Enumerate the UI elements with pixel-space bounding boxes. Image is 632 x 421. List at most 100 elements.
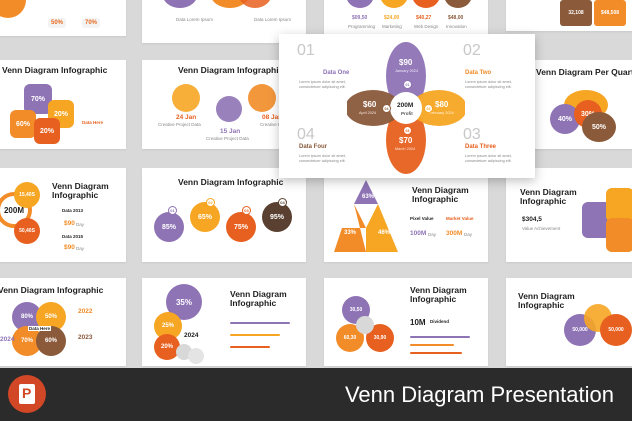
- orange-circle: [172, 84, 200, 112]
- slide-title: Venn Diagram Infographic: [178, 65, 284, 75]
- slide-thumb-r4-b[interactable]: 35% 25% 20% 2024 Venn Diagram Infographi…: [142, 278, 306, 366]
- year-label: 2022: [78, 308, 93, 315]
- section-number: 04: [297, 126, 315, 143]
- progress-line: [410, 344, 454, 346]
- top-value: $90: [399, 58, 413, 67]
- caption: Pixel Value: [410, 216, 434, 221]
- brown-circle: [444, 0, 472, 8]
- date-label: 24 Jan: [176, 114, 197, 121]
- connector-dot: 03: [403, 126, 412, 135]
- caption: Value Achievement: [522, 226, 561, 231]
- slide-title: Venn Diagram Infographic: [412, 185, 469, 205]
- progress-line: [230, 334, 280, 336]
- number-dot: 04: [278, 198, 287, 207]
- section-number: 02: [463, 42, 481, 59]
- orange-circle: [248, 84, 276, 112]
- year-label: 2023: [78, 334, 93, 341]
- section-number: 01: [297, 42, 315, 59]
- slide-thumb-r2-a[interactable]: Venn Diagram Infographic 70% 20% 60% 20%…: [0, 60, 126, 149]
- slide-title: Venn Diagram Infographic: [520, 187, 577, 207]
- purple-circle: 85%: [154, 212, 184, 242]
- value-pill: 50%: [48, 18, 67, 28]
- data-heading: Data Three: [465, 144, 497, 150]
- data-heading: Data Four: [299, 144, 328, 150]
- purple-hexagon: 70%: [24, 84, 52, 114]
- purple-circle: [216, 96, 242, 122]
- number-dot: 01: [168, 206, 177, 215]
- progress-line: [410, 352, 462, 354]
- orange-circle: 50,000: [600, 314, 632, 346]
- data-heading: Data One: [323, 70, 350, 76]
- number-dot: 02: [206, 198, 215, 207]
- stat-value: 63%: [362, 194, 375, 200]
- date-label: 08 Jan: [262, 114, 283, 121]
- slide-thumb-r3-b[interactable]: Venn Diagram Infographic 85% 65% 75% 95%…: [142, 168, 306, 262]
- powerpoint-icon: P: [8, 375, 46, 413]
- price: $90: [64, 220, 75, 227]
- date-label: 15 Jan: [220, 128, 241, 135]
- caption: Data Lorem Ipsum: [254, 17, 292, 22]
- deep-orange-hexagon: 20%: [34, 118, 60, 144]
- center-label: Profit: [401, 111, 413, 116]
- featured-slide[interactable]: 01 Data One Lorem ipsum dolor sit amet, …: [279, 34, 535, 178]
- caption: Marketing: [382, 24, 402, 29]
- slide-thumb-r4-d[interactable]: Venn Diagram Infographic 50,000 50,000: [506, 278, 632, 366]
- slide-title: Venn Diagram Infographic: [518, 291, 575, 311]
- section-number: 03: [463, 126, 481, 143]
- orange-circle: 15,40S: [14, 182, 40, 208]
- stat-value: $09,50: [352, 15, 368, 21]
- slide-thumb-r1-a[interactable]: 50% 70%: [0, 0, 126, 36]
- right-date: February 2024: [429, 111, 454, 115]
- slide-thumb-r3-a[interactable]: 200M 15,40S 50,40S Venn Diagram Infograp…: [0, 168, 126, 262]
- caption: Data 2013: [62, 208, 84, 213]
- purple-circle: [346, 0, 374, 8]
- slide-title: Venn Diagram Infographic: [2, 65, 108, 75]
- slide-title: Venn Diagram Per Quarter: [536, 67, 632, 77]
- connector-dot: 04: [382, 104, 391, 113]
- body-text: Lorem ipsum dolor sit amet, consectetuer…: [465, 80, 512, 89]
- connector-dot: 01: [403, 80, 412, 89]
- orange-circle: 20%: [154, 334, 180, 360]
- slide-thumb-r4-a[interactable]: Venn Diagram Infographic 80% 50% 70% 60%…: [0, 278, 126, 366]
- gray-circle: [356, 316, 374, 334]
- stat-value: $40,27: [416, 15, 432, 21]
- caption: Market Value: [446, 216, 474, 221]
- brown-box: 32,108: [560, 0, 592, 26]
- slide-title: Venn Diagram Infographic: [230, 289, 287, 309]
- price: 300M: [446, 230, 463, 237]
- brown-circle: 95%: [262, 202, 292, 232]
- slide-thumb-r3-d[interactable]: Venn Diagram Infographic $304,5 Value Ac…: [506, 168, 632, 262]
- slide-title: Venn Diagram Infographic: [410, 285, 467, 305]
- slide-thumb-r3-c[interactable]: 63% 33% 46% Venn Diagram Infographic Pix…: [324, 168, 488, 262]
- body-text: Lorem ipsum dolor sit amet, consectetuer…: [299, 80, 346, 89]
- caption: Data 2015: [62, 234, 84, 239]
- bottom-date: March 2024: [395, 147, 416, 151]
- slide-thumb-r2-b[interactable]: Venn Diagram Infographic 24 Jan 08 Jan 1…: [142, 60, 306, 149]
- slide-thumb-r1-b[interactable]: Data Lorem Ipsum Data Lorem Ipsum: [142, 0, 306, 43]
- caption: Web Design: [414, 24, 439, 29]
- price: 100M: [410, 230, 427, 237]
- stat-value: 10M: [410, 318, 426, 327]
- slide-thumb-r1-d[interactable]: 32,108 $48,508: [506, 0, 632, 31]
- orange-circle: [380, 0, 408, 8]
- slide-title: Venn Diagram Infographic: [52, 181, 109, 201]
- bottom-banner: P Venn Diagram Presentation: [0, 368, 632, 421]
- orange-circle: [412, 0, 440, 8]
- price-unit: Day: [428, 232, 437, 237]
- caption: Dividend: [430, 319, 450, 324]
- center-value: 200M: [397, 102, 414, 109]
- price-unit: Day: [464, 232, 473, 237]
- body-text: Lorem ipsum dolor sit amet, consectetuer…: [465, 154, 512, 163]
- left-date: April 2024: [359, 111, 377, 115]
- orange-hexagon: 60%: [10, 110, 36, 138]
- slide-thumb-r4-c[interactable]: 30,50 60,30 30,90 Venn Diagram Infograph…: [324, 278, 488, 366]
- caption: Creative Project Data: [206, 136, 249, 141]
- brown-circle: 50,40S: [14, 218, 40, 244]
- year-label: 2024: [184, 332, 199, 339]
- orange-circle: [210, 0, 250, 8]
- presentation-title: Venn Diagram Presentation: [344, 382, 614, 407]
- value-pill: 70%: [82, 18, 101, 28]
- data-heading: Data Two: [465, 70, 492, 76]
- orange-circle: [0, 0, 26, 18]
- brown-circle: [238, 0, 272, 8]
